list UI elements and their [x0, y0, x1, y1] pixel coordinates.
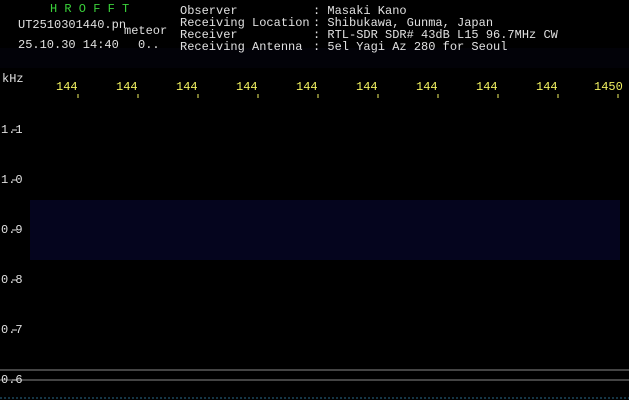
mode: meteor — [124, 24, 167, 38]
frequency-label: 144 — [56, 80, 78, 94]
info-value: : Masaki Kano — [313, 4, 407, 18]
frequency-label: 144 — [416, 80, 438, 94]
info-value: : 5el Yagi Az 280 for Seoul — [313, 40, 507, 54]
file-name: UT2510301440.pn — [18, 18, 126, 32]
info-label: Observer — [180, 4, 238, 18]
frequency-label: 144 — [236, 80, 258, 94]
unit-label: kHz — [2, 72, 24, 86]
header-gap — [0, 48, 629, 68]
noise-band — [30, 200, 620, 260]
datetime: 25.10.30 14:40 — [18, 38, 119, 52]
frequency-label: 144 — [176, 80, 198, 94]
frequency-label: 144 — [476, 80, 498, 94]
frequency-label: 144 — [296, 80, 318, 94]
info-value: : RTL-SDR SDR# 43dB L15 96.7MHz CW — [313, 28, 559, 42]
info-label: Receiving Antenna — [180, 40, 302, 54]
time-label: 1.1 — [1, 123, 23, 137]
info-label: Receiving Location — [180, 16, 310, 30]
frequency-label: 1450 — [594, 80, 623, 94]
counter: 0.. — [138, 38, 160, 52]
info-value: : Shibukawa, Gunma, Japan — [313, 16, 493, 30]
time-label: 0.8 — [1, 273, 23, 287]
time-label: 0.9 — [1, 223, 23, 237]
frequency-label: 144 — [536, 80, 558, 94]
time-label: 0.6 — [1, 373, 23, 387]
frequency-label: 144 — [116, 80, 138, 94]
time-label: 1.0 — [1, 173, 23, 187]
app-title: H R O F F T — [50, 2, 129, 16]
time-label: 0.7 — [1, 323, 23, 337]
info-label: Receiver — [180, 28, 238, 42]
frequency-label: 144 — [356, 80, 378, 94]
